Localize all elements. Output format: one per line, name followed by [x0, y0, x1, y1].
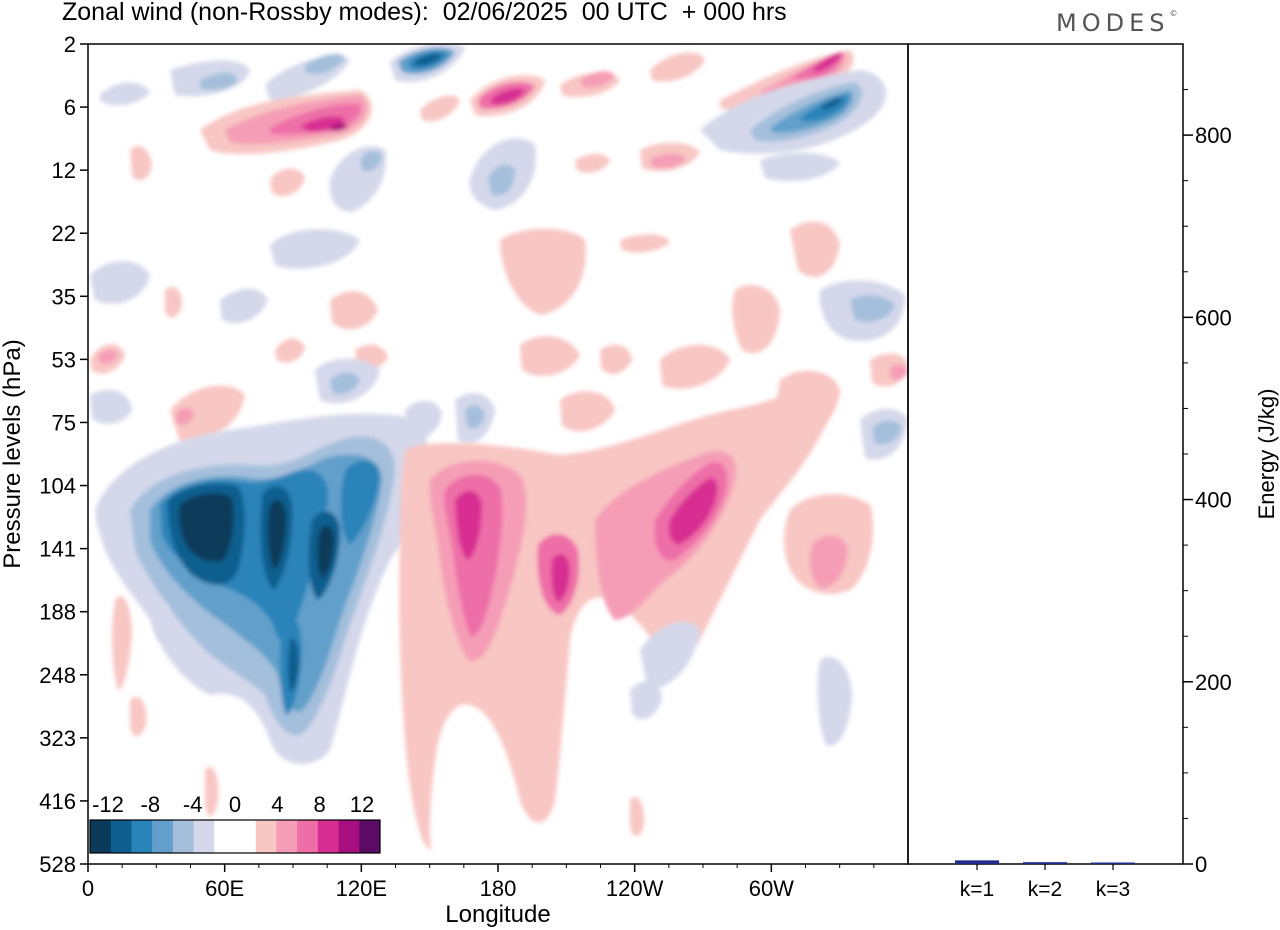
colorbar-swatch	[131, 820, 153, 853]
colorbar-label: 8	[314, 792, 326, 817]
colorbar-border	[89, 819, 381, 854]
colorbar-label: 12	[350, 792, 374, 817]
x-tick-label: 180	[480, 876, 517, 901]
y-tick-label: 248	[39, 663, 76, 688]
y-tick-label: 416	[39, 789, 76, 814]
colorbar	[89, 819, 381, 854]
colorbar-swatch	[359, 820, 381, 853]
negative-jet	[95, 413, 429, 764]
y-tick-label: 35	[52, 284, 76, 309]
energy-tick-label: 400	[1195, 488, 1232, 513]
energy-frame	[907, 43, 1184, 865]
wind-field	[88, 44, 908, 864]
energy-axis: 0 200 400 600 800	[1183, 89, 1232, 877]
y-tick-label: 53	[52, 347, 76, 372]
colorbar-swatch	[172, 820, 195, 853]
upper-features	[100, 44, 887, 212]
colorbar-label: 0	[229, 792, 241, 817]
energy-tick-label: 800	[1195, 123, 1232, 148]
energy-category-label: k=2	[1028, 878, 1062, 901]
chart-title: Zonal wind (non-Rossby modes): 02/06/202…	[62, 0, 787, 26]
energy-category-label: k=1	[960, 878, 994, 901]
colorbar-labels: -12 -8 -4 0 4 8 12	[92, 792, 374, 817]
colorbar-swatch	[317, 820, 340, 853]
energy-bars: k=1 k=2 k=3	[955, 860, 1135, 901]
x-tick-label: 120E	[336, 876, 387, 901]
logo-text: MODES	[1056, 9, 1170, 37]
colorbar-swatch	[255, 820, 277, 853]
y-tick-label: 2	[64, 32, 76, 57]
energy-bar	[1023, 862, 1067, 864]
energy-bar	[1091, 862, 1135, 864]
colorbar-label: -8	[141, 792, 161, 817]
y-tick-label: 104	[39, 474, 76, 499]
colorbar-swatch	[297, 820, 319, 853]
energy-bar	[955, 860, 999, 864]
colorbar-swatch	[214, 820, 236, 853]
energy-tick-label: 0	[1195, 852, 1207, 877]
y-tick-label: 22	[52, 221, 76, 246]
x-tick-label: 120W	[606, 876, 664, 901]
energy-category-label: k=3	[1096, 878, 1130, 901]
colorbar-swatch	[90, 820, 112, 853]
colorbar-swatch	[152, 820, 174, 853]
x-tick-label: 60W	[749, 876, 794, 901]
y-axis-label: Pressure levels (hPa)	[0, 339, 26, 568]
energy-tick-label: 600	[1195, 305, 1232, 330]
y-axis: 2 6 12 22 35 53 75 104 141 188 248 323 416 528	[39, 32, 88, 877]
colorbar-swatch	[235, 820, 257, 853]
y-tick-label: 6	[64, 95, 76, 120]
colorbar-swatch	[110, 820, 132, 853]
x-tick-label: 0	[82, 876, 94, 901]
y-tick-label: 12	[52, 158, 76, 183]
y-tick-label: 141	[39, 537, 76, 562]
colorbar-label: 4	[271, 792, 283, 817]
colorbar-swatch	[193, 820, 215, 853]
colorbar-swatch	[276, 820, 298, 853]
x-tick-label: 60E	[205, 876, 244, 901]
y-tick-label: 323	[39, 726, 76, 751]
y-tick-label: 75	[52, 410, 76, 435]
modes-logo: MODES©	[1056, 9, 1177, 37]
x-axis: 0 60E 120E 180 120W 60W	[82, 864, 875, 901]
positive-jet	[112, 376, 874, 850]
colorbar-label: -12	[92, 792, 124, 817]
logo-mark: ©	[1169, 9, 1178, 18]
x-axis-label: Longitude	[445, 901, 550, 928]
y-tick-label: 188	[39, 600, 76, 625]
y-tick-label: 528	[39, 852, 76, 877]
colorbar-label: -4	[183, 792, 203, 817]
colorbar-swatch	[338, 820, 360, 853]
energy-tick-label: 200	[1195, 670, 1232, 695]
energy-axis-label: Energy (J/kg)	[1254, 389, 1279, 520]
